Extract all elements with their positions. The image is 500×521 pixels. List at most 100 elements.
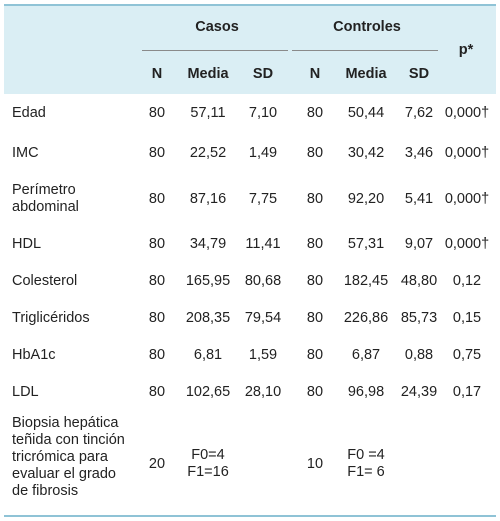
- cell-n1: 80: [148, 105, 166, 121]
- cell-sd2: 7,62: [404, 105, 434, 121]
- cell-p: 0,12: [452, 272, 482, 289]
- header-media-casos: Media: [187, 66, 229, 82]
- cell-p: 0,17: [452, 383, 482, 400]
- table-row-biopsia: Biopsia hepática teñida con tinción tric…: [4, 411, 496, 515]
- cell-media2: 226,86: [343, 309, 389, 326]
- cell-n2: 80: [306, 191, 324, 207]
- table-row: LDL 80 102,65 28,10 80 96,98 24,39 0,17: [4, 374, 496, 411]
- row-label: Biopsia hepática teñida con tinción tric…: [12, 415, 125, 500]
- media-line: F0 =4: [347, 447, 385, 463]
- cell-n1: 80: [148, 346, 166, 363]
- table-row: Triglicéridos 80 208,35 79,54 80 226,86 85,73 0…: [4, 300, 496, 337]
- header-n-casos: N: [151, 66, 163, 82]
- cell-sd1: 79,54: [244, 309, 282, 326]
- cell-media1: 57,11: [190, 105, 226, 121]
- data-table: Casos Controles p* N Media SD N Media SD…: [4, 4, 496, 517]
- cell-sd2: 5,41: [404, 191, 434, 207]
- cell-media2: 30,42: [347, 145, 385, 161]
- label-line: evaluar el grado: [12, 466, 116, 482]
- table-row: Edad 80 57,11 7,10 80 50,44 7,62 0,000†: [4, 94, 496, 134]
- cell-media1: 22,52: [189, 145, 227, 161]
- label-line: teñida con tinción: [12, 432, 125, 448]
- cell-media1: 165,95: [185, 272, 231, 289]
- cell-media2: 96,98: [347, 383, 385, 400]
- label-line: tricrómica para: [12, 449, 108, 465]
- header-media-controles: Media: [345, 66, 387, 82]
- casos-divider: [142, 50, 288, 51]
- cell-p: 0,000†: [444, 145, 490, 161]
- table-body: Edad 80 57,11 7,10 80 50,44 7,62 0,000† IMC 80 22,…: [4, 94, 496, 411]
- header-n-controles: N: [309, 66, 321, 82]
- cell-sd2: 85,73: [400, 309, 438, 326]
- cell-media2: 182,45: [343, 272, 389, 289]
- cell-p: 0,75: [452, 346, 482, 363]
- label-line: de fibrosis: [12, 483, 79, 499]
- cell-media1: 34,79: [189, 235, 227, 252]
- cell-n1: 80: [148, 309, 166, 326]
- cell-media2: 6,87: [351, 346, 381, 363]
- table-row: IMC 80 22,52 1,49 80 30,42 3,46 0,000†: [4, 134, 496, 174]
- table-row: Colesterol 80 165,95 80,68 80 182,45 48,80 0,12: [4, 263, 496, 300]
- row-label: Perímetro abdominal: [12, 182, 79, 215]
- table-row: HDL 80 34,79 11,41 80 57,31 9,07 0,000†: [4, 226, 496, 263]
- cell-p: 0,000†: [444, 235, 490, 252]
- cell-media2: 92,20: [347, 191, 385, 207]
- cell-sd1: 7,10: [248, 105, 278, 121]
- media-line: F0=4: [191, 447, 225, 463]
- table-row: HbA1c 80 6,81 1,59 80 6,87 0,88 0,75: [4, 337, 496, 374]
- header-sd-casos: SD: [252, 66, 274, 82]
- cell-n2: 80: [306, 145, 324, 161]
- cell-n2: 80: [306, 309, 324, 326]
- cell-p: 0,000†: [444, 105, 490, 121]
- cell-p: 0,15: [452, 309, 482, 326]
- cell-media1: 6,81: [193, 346, 223, 363]
- row-label: HbA1c: [12, 346, 56, 363]
- header-casos: Casos: [195, 19, 239, 35]
- cell-media2: 50,44: [347, 105, 385, 121]
- cell-media2: 57,31: [347, 235, 385, 252]
- cell-n-casos: 20: [148, 456, 166, 472]
- row-label: LDL: [12, 383, 39, 400]
- cell-n2: 80: [306, 235, 324, 252]
- table-header: Casos Controles p* N Media SD N Media SD: [4, 6, 496, 94]
- row-label: Colesterol: [12, 272, 78, 289]
- cell-n2: 80: [306, 105, 324, 121]
- header-controles: Controles: [333, 19, 401, 35]
- cell-sd1: 1,59: [248, 346, 278, 363]
- cell-sd2: 0,88: [404, 346, 434, 363]
- cell-n-controles: 10: [306, 456, 324, 472]
- cell-sd2: 3,46: [404, 145, 434, 161]
- cell-n1: 80: [148, 145, 166, 161]
- cell-n1: 80: [148, 235, 166, 252]
- cell-n1: 80: [148, 191, 166, 207]
- cell-sd2: 9,07: [404, 235, 434, 252]
- cell-sd1: 7,75: [248, 191, 278, 207]
- header-p: p*: [458, 42, 474, 58]
- cell-n2: 80: [306, 272, 324, 289]
- cell-media1: 87,16: [189, 191, 227, 207]
- cell-n1: 80: [148, 272, 166, 289]
- row-label: IMC: [12, 145, 39, 161]
- cell-n2: 80: [306, 383, 324, 400]
- table-row: Perímetro abdominal 80 87,16 7,75 80 92,20 5,4…: [4, 174, 496, 226]
- row-label: Triglicéridos: [12, 309, 90, 326]
- cell-sd1: 28,10: [244, 383, 282, 400]
- cell-media1: 208,35: [185, 309, 231, 326]
- cell-n2: 80: [306, 346, 324, 363]
- cell-sd1: 80,68: [244, 272, 282, 289]
- media-line: F1= 6: [347, 464, 385, 480]
- row-label: HDL: [12, 235, 42, 252]
- header-sd-controles: SD: [408, 66, 430, 82]
- cell-media-casos: F0=4 F1=16: [180, 447, 236, 481]
- cell-sd1: 1,49: [248, 145, 278, 161]
- controles-divider: [292, 50, 438, 51]
- cell-media1: 102,65: [185, 383, 231, 400]
- label-line: Biopsia hepática: [12, 415, 119, 431]
- cell-n1: 80: [148, 383, 166, 400]
- row-label: Edad: [12, 105, 46, 121]
- cell-sd2: 48,80: [400, 272, 438, 289]
- cell-media-controles: F0 =4 F1= 6: [338, 447, 394, 481]
- cell-p: 0,000†: [444, 191, 490, 207]
- media-line: F1=16: [187, 464, 229, 480]
- cell-sd2: 24,39: [400, 383, 438, 400]
